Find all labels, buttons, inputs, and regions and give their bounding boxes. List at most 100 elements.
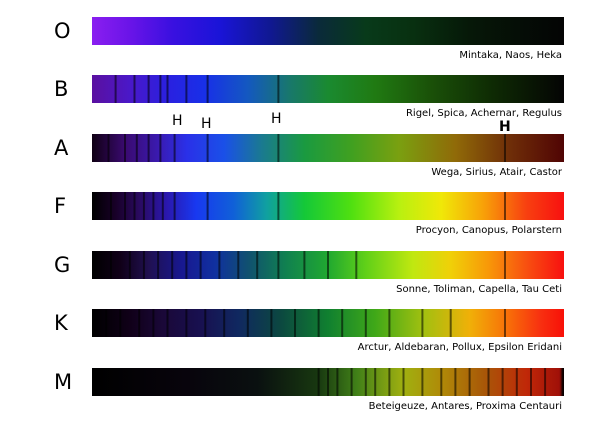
absorption-line: [185, 309, 188, 337]
absorption-line: [515, 368, 518, 396]
absorption-line: [128, 251, 131, 279]
spectral-class-letter: B: [54, 77, 69, 101]
absorption-line: [449, 309, 452, 337]
absorption-line: [147, 134, 150, 162]
example-stars-b: Rigel, Spica, Achernar, Regulus: [405, 108, 562, 119]
spectrum-bar-g: [92, 251, 564, 279]
absorption-line: [294, 309, 296, 337]
absorption-line: [152, 192, 155, 220]
example-stars-f: Procyon, Canopus, Polarstern: [415, 225, 562, 236]
absorption-line: [109, 192, 112, 220]
example-stars-k: Arctur, Aldebaran, Pollux, Epsilon Erida…: [357, 342, 562, 353]
absorption-line: [161, 192, 164, 220]
absorption-line: [223, 309, 226, 337]
absorption-line: [114, 75, 117, 103]
spectrum-bar-f: [92, 192, 564, 220]
absorption-line: [504, 251, 506, 279]
example-stars-a: Wega, Sirius, Atair, Castor: [431, 167, 562, 178]
spectral-class-letter: K: [54, 311, 68, 335]
absorption-line: [561, 368, 564, 396]
absorption-line: [199, 251, 202, 279]
absorption-line: [135, 134, 138, 162]
absorption-line: [374, 368, 377, 396]
hydrogen-line-label: H: [271, 111, 282, 127]
example-stars-g: Sonne, Toliman, Capella, Tau Ceti: [396, 284, 562, 295]
spectral-class-letter: M: [54, 370, 73, 394]
absorption-line: [336, 368, 339, 396]
spectral-class-letter: A: [54, 136, 69, 160]
absorption-line: [256, 251, 259, 279]
absorption-line: [504, 134, 506, 162]
absorption-line: [166, 75, 169, 103]
absorption-line: [350, 368, 353, 396]
absorption-line: [388, 368, 391, 396]
absorption-line: [171, 251, 174, 279]
absorption-line: [173, 192, 176, 220]
absorption-line: [142, 192, 145, 220]
absorption-line: [206, 75, 209, 103]
absorption-line: [530, 368, 532, 396]
absorption-line: [133, 75, 136, 103]
absorption-line: [105, 309, 108, 337]
spectral-class-letter: O: [54, 19, 71, 43]
absorption-line: [142, 251, 145, 279]
absorption-line: [204, 309, 207, 337]
spectrum-bar-o: [92, 17, 564, 45]
absorption-line: [317, 309, 320, 337]
absorption-line: [277, 251, 280, 279]
absorption-line: [277, 75, 280, 103]
example-stars-m: Beteigeuze, Antares, Proxima Centauri: [368, 401, 562, 412]
spectral-class-letter: F: [54, 194, 67, 218]
absorption-line: [206, 134, 209, 162]
spectrum-gradient: [92, 134, 564, 162]
absorption-line: [327, 368, 329, 396]
absorption-line: [173, 134, 176, 162]
spectrum-gradient: [92, 309, 564, 337]
hydrogen-line-label: H: [499, 119, 511, 135]
absorption-line: [246, 309, 249, 337]
absorption-line: [544, 368, 547, 396]
absorption-line: [166, 309, 169, 337]
absorption-line: [454, 368, 457, 396]
absorption-line: [157, 251, 160, 279]
absorption-line: [218, 251, 221, 279]
absorption-line: [237, 251, 240, 279]
spectral-class-letter: G: [54, 253, 71, 277]
absorption-line: [327, 251, 329, 279]
example-stars-o: Mintaka, Naos, Heka: [459, 50, 562, 61]
absorption-line: [159, 75, 162, 103]
spectrum-gradient: [92, 75, 564, 103]
absorption-line: [388, 309, 391, 337]
absorption-line: [124, 192, 126, 220]
spectrum-bar-m: [92, 368, 564, 396]
absorption-line: [124, 134, 126, 162]
absorption-line: [159, 134, 162, 162]
spectrum-bar-a: [92, 134, 564, 162]
hydrogen-line-label: H: [172, 113, 183, 129]
absorption-line: [119, 309, 122, 337]
absorption-line: [277, 192, 280, 220]
absorption-line: [317, 368, 320, 396]
absorption-line: [138, 309, 141, 337]
absorption-line: [147, 75, 150, 103]
spectrum-bar-b: [92, 75, 564, 103]
spectrum-gradient: [92, 17, 564, 45]
hydrogen-line-label: H: [201, 116, 212, 132]
absorption-line: [468, 368, 471, 396]
absorption-line: [185, 75, 188, 103]
absorption-line: [355, 251, 358, 279]
absorption-line: [364, 309, 367, 337]
absorption-line: [152, 309, 155, 337]
absorption-line: [206, 192, 209, 220]
absorption-line: [303, 251, 306, 279]
spectrum-gradient: [92, 192, 564, 220]
absorption-line: [504, 192, 506, 220]
absorption-line: [487, 368, 490, 396]
absorption-line: [501, 368, 504, 396]
absorption-line: [341, 309, 344, 337]
absorption-line: [402, 368, 405, 396]
absorption-line: [277, 134, 280, 162]
absorption-line: [109, 251, 112, 279]
absorption-line: [421, 309, 424, 337]
absorption-line: [504, 309, 506, 337]
